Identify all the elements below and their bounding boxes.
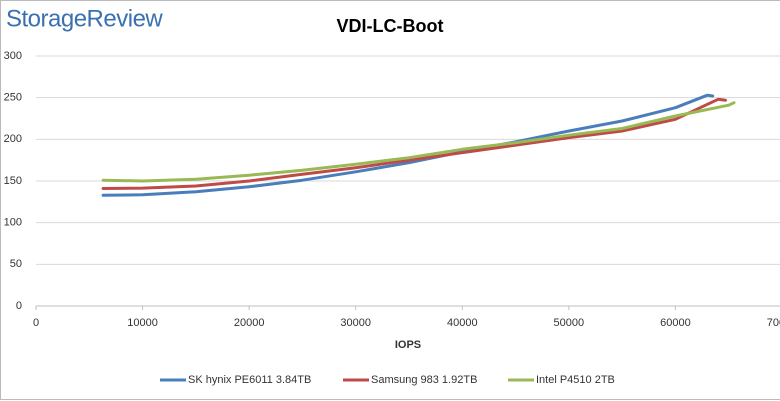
x-tick-label: 70000 (767, 317, 780, 329)
legend-label: SK hynix PE6011 3.84TB (188, 374, 311, 386)
y-tick-label: 300 (4, 50, 22, 62)
series-line (101, 101, 736, 183)
legend-label: Samsung 983 1.92TB (371, 374, 477, 386)
x-tick-label: 50000 (554, 317, 585, 329)
y-tick-label: 200 (4, 133, 22, 145)
y-tick-label: 0 (16, 300, 22, 312)
y-tick-label: 250 (4, 92, 22, 104)
x-tick-label: 20000 (234, 317, 265, 329)
y-tick-label: 150 (4, 175, 22, 187)
y-tick-label: 100 (4, 217, 22, 229)
logo: StorageReview (6, 5, 163, 32)
x-tick-label: 0 (33, 317, 39, 329)
series-line (101, 97, 727, 190)
x-tick-label: 30000 (340, 317, 371, 329)
x-tick-label: 60000 (660, 317, 691, 329)
x-axis-label: IOPS (395, 339, 421, 351)
x-tick-label: 40000 (447, 317, 478, 329)
y-tick-label: 50 (10, 258, 22, 270)
x-tick-label: 10000 (127, 317, 158, 329)
legend-label: Intel P4510 2TB (536, 374, 615, 386)
chart-title: VDI-LC-Boot (337, 16, 444, 36)
